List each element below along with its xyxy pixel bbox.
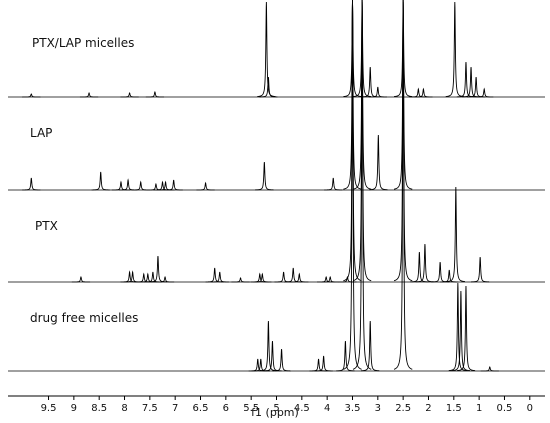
peak — [111, 180, 131, 191]
x-tick-label: 4.5 — [294, 403, 310, 414]
peak — [352, 0, 372, 190]
peak — [343, 0, 362, 190]
peak — [343, 0, 362, 370]
x-tick-label: 6 — [223, 403, 229, 414]
peak — [248, 358, 267, 372]
x-tick-label: 9 — [71, 403, 77, 414]
x-tick-label: 2.5 — [395, 403, 411, 414]
peak — [263, 340, 282, 372]
peak — [255, 161, 274, 191]
peak — [324, 177, 343, 191]
x-tick-label: 5.5 — [243, 403, 259, 414]
spectrum-label: PTX/LAP micelles — [32, 36, 134, 50]
peak — [131, 180, 150, 191]
peak — [361, 320, 380, 372]
peak — [446, 186, 465, 283]
peak — [445, 1, 464, 98]
peak — [368, 86, 387, 98]
peak — [336, 340, 355, 372]
peak — [164, 179, 183, 191]
peak — [272, 348, 291, 372]
peak — [440, 269, 459, 283]
peak — [155, 276, 175, 283]
peak — [250, 272, 269, 283]
peak — [431, 261, 450, 283]
peak — [91, 171, 110, 191]
peak — [361, 66, 380, 98]
plot-area — [8, 0, 545, 372]
peak — [138, 272, 157, 283]
peak — [145, 91, 165, 98]
peak — [321, 276, 340, 283]
peak — [309, 358, 328, 372]
x-tick-label: 2 — [425, 403, 431, 414]
peak — [466, 76, 486, 98]
x-axis-label: f1 (ppm) — [251, 406, 299, 419]
x-tick-label: 3 — [375, 403, 381, 414]
spectrum-label: drug free micelles — [30, 311, 138, 325]
peak — [120, 92, 139, 98]
peak — [409, 87, 428, 98]
peak — [205, 267, 224, 283]
peak — [196, 181, 215, 191]
peak — [284, 267, 303, 283]
peak — [148, 255, 168, 283]
x-tick-label: 6.5 — [193, 403, 209, 414]
peak — [79, 92, 99, 98]
x-tick-label: 1.5 — [446, 403, 462, 414]
peak — [290, 272, 309, 283]
x-tick-label: 0 — [527, 403, 533, 414]
peak — [259, 76, 278, 98]
x-tick-label: 8 — [121, 403, 127, 414]
peak — [343, 0, 362, 282]
peak — [257, 1, 276, 98]
peak — [369, 134, 388, 191]
peak — [22, 93, 41, 98]
peak — [123, 270, 142, 283]
peak — [22, 177, 41, 191]
peak — [231, 277, 250, 283]
peak — [480, 366, 499, 372]
peak — [475, 87, 494, 98]
peak — [448, 282, 468, 372]
peak — [71, 276, 91, 283]
x-tick-label: 5 — [273, 403, 279, 414]
peak — [456, 285, 476, 372]
peak — [410, 251, 429, 283]
spectrum-label: PTX — [35, 219, 58, 233]
peak — [352, 0, 372, 282]
peak — [471, 256, 490, 283]
x-tick-label: 9.5 — [41, 403, 57, 414]
peak — [274, 271, 293, 283]
peak — [253, 272, 272, 283]
peak — [393, 0, 413, 282]
peak — [414, 87, 433, 98]
spectrum-label: LAP — [30, 126, 52, 140]
peak — [393, 0, 413, 190]
peak — [314, 355, 333, 372]
x-tick-label: 7.5 — [142, 403, 158, 414]
peak — [156, 180, 175, 191]
peak — [210, 271, 229, 283]
peak — [393, 0, 413, 370]
peak — [134, 272, 153, 283]
x-tick-label: 8.5 — [91, 403, 107, 414]
peak — [259, 320, 278, 372]
x-tick-label: 3.5 — [345, 403, 361, 414]
peak — [451, 290, 471, 372]
x-tick-label: 4 — [324, 403, 330, 414]
x-tick-label: 7 — [172, 403, 178, 414]
peak — [120, 270, 139, 283]
x-tick-label: 1 — [476, 403, 482, 414]
x-tick-label: 0.5 — [497, 403, 513, 414]
